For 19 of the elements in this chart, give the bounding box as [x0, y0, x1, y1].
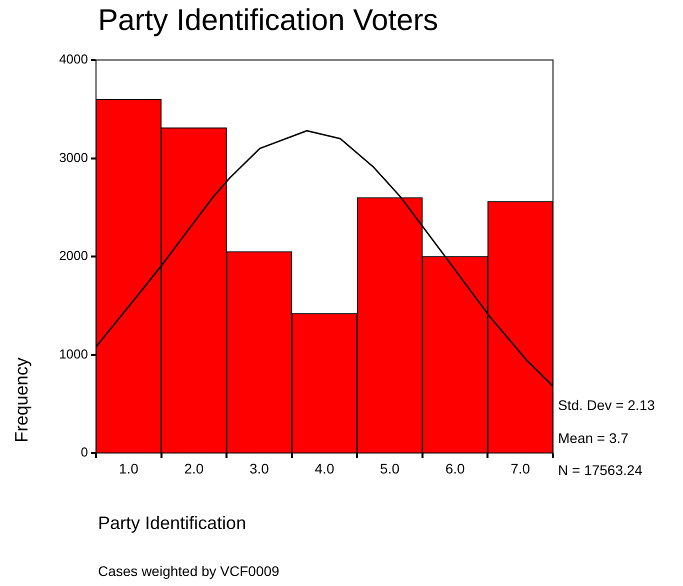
x-tick-label: 3.0: [249, 460, 270, 476]
x-tick-label: 5.0: [380, 460, 400, 476]
x-tick-label: 6.0: [445, 460, 466, 476]
y-tick-label: 4000: [59, 52, 88, 67]
text: Std. Dev = 2.13: [558, 397, 655, 413]
text: Cases weighted by VCF0009: [98, 563, 280, 579]
x-tick-label: 2.0: [184, 460, 204, 476]
y-tick-label: 1000: [59, 346, 88, 362]
y-tick-label: 2000: [59, 248, 88, 264]
text: N = 17563.24: [558, 462, 642, 478]
y-tick-label: 0: [80, 444, 88, 460]
y-tick-label: 3000: [59, 150, 88, 165]
y-axis-title: Frequency: [12, 357, 32, 443]
x-tick-label: 7.0: [510, 460, 530, 476]
x-tick-label: 4.0: [314, 460, 334, 476]
chart-title: Party Identification Voters: [98, 4, 438, 38]
x-axis-title: Party Identification: [98, 513, 246, 534]
text: Mean = 3.7: [558, 430, 628, 446]
x-tick-label: 1.0: [118, 460, 139, 476]
